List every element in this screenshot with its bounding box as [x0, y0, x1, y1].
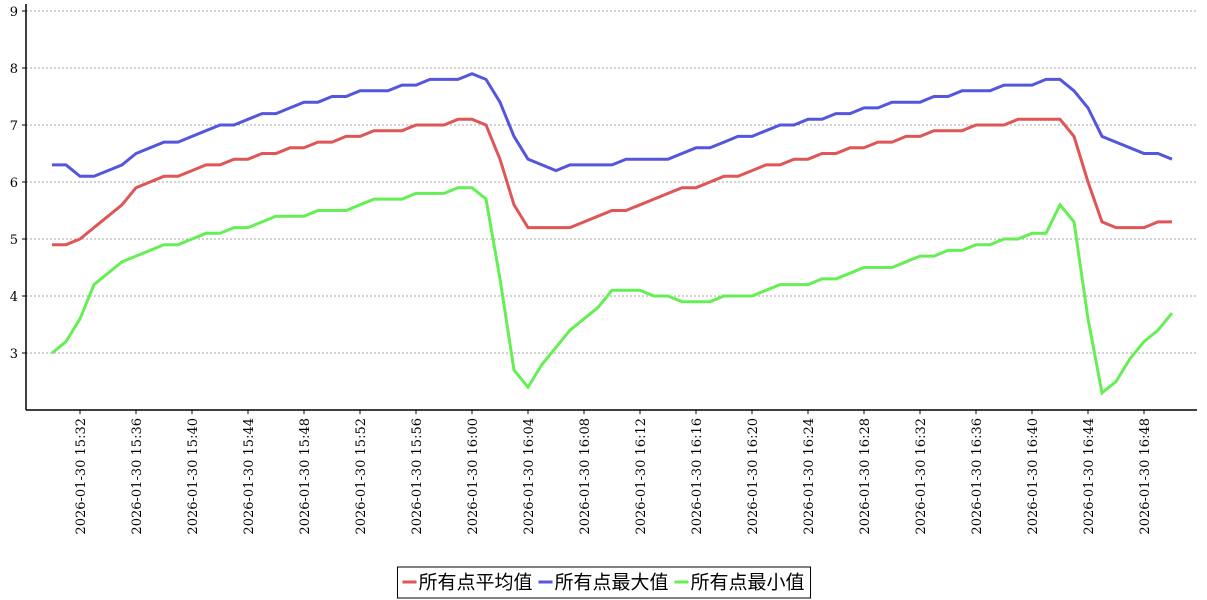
legend-label: 所有点平均值: [418, 572, 532, 594]
y-tick-label: 7: [10, 119, 18, 134]
x-tick-label: 2026-01-30 16:36: [970, 418, 985, 535]
x-tick-label: 2026-01-30 16:32: [914, 418, 929, 535]
x-tick-label: 2026-01-30 15:36: [130, 418, 145, 535]
x-tick-label: 2026-01-30 16:08: [578, 418, 593, 535]
series-line: [51, 186, 1174, 396]
x-tick-label: 2026-01-30 15:48: [298, 418, 313, 535]
y-tick-label: 6: [10, 176, 18, 191]
x-tick-label: 2026-01-30 16:16: [690, 418, 705, 535]
series-line: [52, 72, 1173, 178]
series-line: [52, 117, 1172, 247]
legend: 所有点平均值 所有点最大值 所有点最小值: [396, 566, 812, 599]
x-tick-label: 2026-01-30 16:12: [634, 418, 649, 535]
x-tick-label: 2026-01-30 16:28: [858, 418, 873, 535]
x-tick-label: 2026-01-30 16:40: [1026, 418, 1041, 535]
y-tick-label: 9: [10, 5, 18, 20]
legend-label: 所有点最大值: [554, 572, 668, 594]
x-tick-label: 2026-01-30 15:56: [410, 418, 425, 535]
y-tick-label: 8: [10, 62, 18, 77]
y-tick-label: 3: [10, 347, 18, 362]
legend-box: [396, 566, 812, 599]
x-tick-label: 2026-01-30 16:04: [522, 418, 537, 535]
x-tick-label: 2026-01-30 15:52: [354, 418, 369, 535]
x-tick-label: 2026-01-30 15:40: [186, 418, 201, 535]
x-tick-label: 2026-01-30 16:24: [802, 418, 817, 535]
x-tick-label: 2026-01-30 16:20: [746, 418, 761, 535]
y-tick-label: 5: [10, 233, 18, 248]
x-tick-label: 2026-01-30 15:32: [74, 418, 89, 535]
legend-label: 所有点最小值: [691, 572, 805, 594]
x-tick-label: 2026-01-30 16:48: [1138, 418, 1153, 535]
y-tick-label: 4: [10, 290, 18, 305]
x-tick-label: 2026-01-30 16:44: [1082, 418, 1097, 535]
x-tick-label: 2026-01-30 16:00: [466, 418, 481, 535]
x-tick-label: 2026-01-30 15:44: [242, 418, 257, 535]
